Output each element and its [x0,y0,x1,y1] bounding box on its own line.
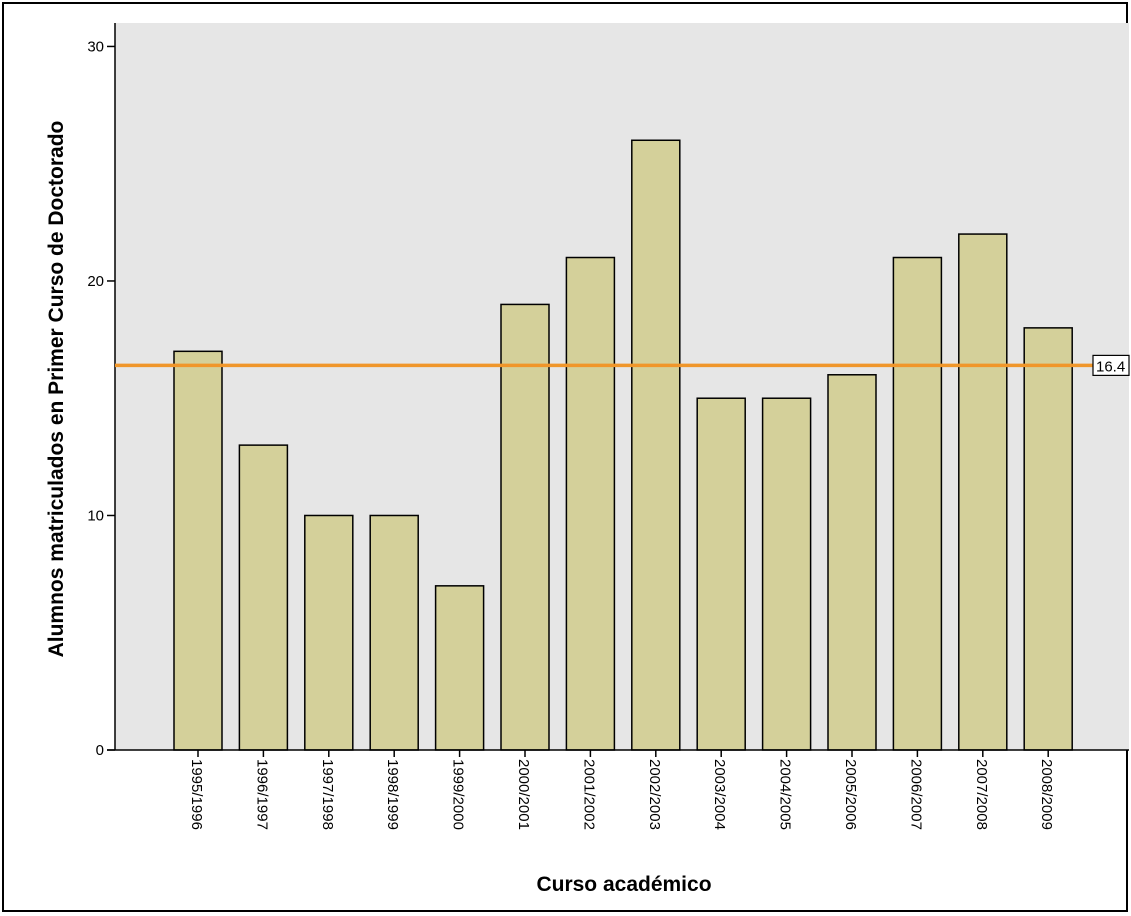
bar [500,303,550,751]
bars [173,139,1073,751]
y-axis-title: Alumnos matriculados en Primer Curso de … [45,121,68,658]
x-tick-label: 2005/2006 [842,759,859,830]
y-tick-label: 20 [87,273,104,290]
y-tick-label: 30 [87,38,104,55]
y-axis: 0 10 20 30 [87,23,116,759]
x-tick-label: 1998/1999 [384,759,401,830]
bar [696,397,746,751]
x-tick-label: 1997/1998 [319,759,336,830]
x-tick-label: 2008/2009 [1038,759,1055,830]
x-tick-label: 2000/2001 [515,759,532,830]
bar [958,233,1008,751]
bar [369,514,419,751]
x-tick-label: 2003/2004 [711,759,728,830]
y-tick-label: 0 [96,742,104,759]
x-tick-label: 2006/2007 [907,759,924,830]
x-axis: 1995/1996 1996/1997 1997/1998 1998/1999 1999… [107,749,1129,830]
reference-line-group: 16.4 [115,354,1130,376]
bar [173,350,223,751]
x-axis-title: Curso académico [536,873,711,896]
x-tick-label: 2007/2008 [973,759,990,830]
bar [631,139,681,751]
reference-label: 16.4 [1096,358,1125,375]
bar [238,444,289,751]
x-tick-label: 1996/1997 [253,759,270,830]
x-tick-label: 2001/2002 [580,759,597,830]
x-tick-label: 1995/1996 [188,759,205,830]
bar [892,256,943,751]
bar [827,374,877,751]
bar [565,256,616,751]
bar [434,585,485,751]
bar [304,514,354,751]
y-tick-label: 10 [87,507,104,524]
bar [1023,327,1073,751]
x-tick-label: 1999/2000 [450,759,467,830]
bar [761,397,812,751]
reference-label-box [1092,354,1130,376]
x-tick-label: 2002/2003 [646,759,663,830]
x-tick-label: 2004/2005 [777,759,794,830]
